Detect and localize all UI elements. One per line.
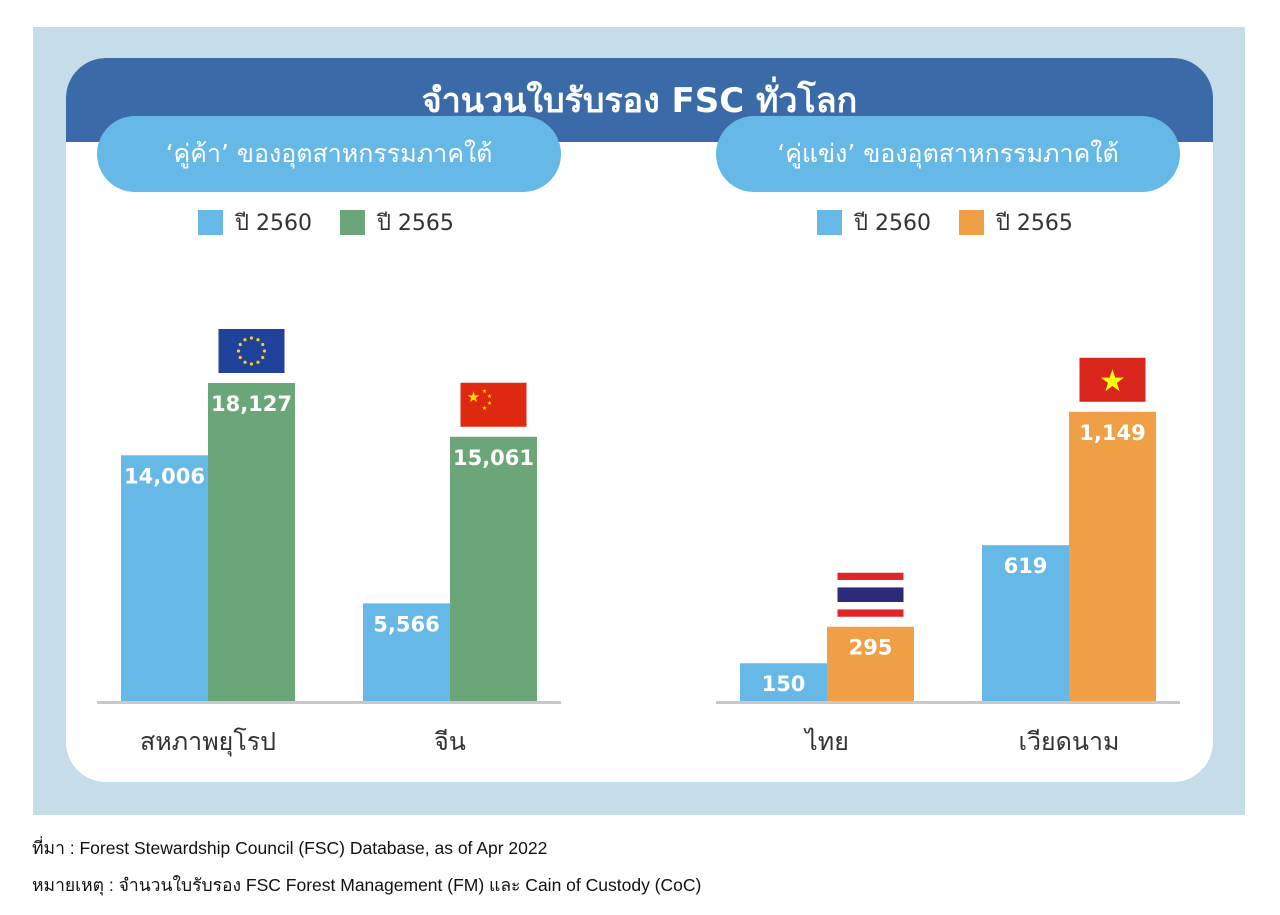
bar	[208, 382, 295, 701]
legend-label: ปี 2560	[854, 210, 931, 236]
thailand-flag-icon	[837, 572, 904, 617]
bar	[1069, 411, 1156, 701]
flag-field	[460, 382, 527, 427]
eu-flag-icon	[218, 328, 285, 373]
flag-star: ★	[487, 393, 492, 400]
flag-star: ★	[482, 405, 487, 412]
data-label: 18,127	[211, 392, 292, 416]
flag-stripe	[837, 609, 904, 617]
bar	[827, 626, 914, 701]
flag-star	[256, 338, 260, 342]
flag-star	[262, 349, 267, 353]
flag-star	[236, 349, 241, 353]
flag-star	[249, 336, 254, 340]
flag-star	[256, 360, 260, 364]
legend-item-2565: ปี 2565	[958, 205, 1073, 240]
competitors-panel-title: ‘คู่แข่ง’ ของอุตสาหกรรมภาคใต้	[716, 116, 1180, 192]
flag-star	[261, 355, 265, 360]
source-note: ที่มา : Forest Stewardship Council (FSC)…	[32, 838, 548, 858]
flag-stripe	[837, 602, 904, 610]
flag-star	[243, 360, 247, 364]
footnote: หมายเหตุ : จำนวนใบรับรอง FSC Forest Mana…	[32, 875, 702, 895]
category-label: สหภาพยุโรป	[140, 727, 276, 757]
legend-swatch	[958, 209, 984, 235]
category-label: ไทย	[803, 727, 849, 756]
flag-stripe	[837, 587, 904, 603]
category-label: เวียดนาม	[1018, 727, 1119, 756]
partners-panel-title-text: ‘คู่ค้า’ ของอุตสาหกรรมภาคใต้	[165, 139, 493, 168]
bar	[363, 603, 450, 701]
legend-item-2560: ปี 2560	[198, 205, 312, 240]
data-label: 15,061	[453, 446, 534, 470]
data-label: 619	[1004, 554, 1048, 578]
data-label: 5,566	[373, 612, 439, 636]
flag-stripe	[837, 580, 904, 588]
flag-star: ★	[1099, 364, 1126, 399]
flag-star: ★	[467, 388, 480, 406]
legend-swatch	[339, 209, 365, 235]
flag-star	[261, 342, 265, 347]
partners-legend: ปี 2560 ปี 2565	[198, 208, 482, 236]
title-text: จำนวนใบรับรอง FSC ทั่วโลก	[421, 81, 858, 121]
bar	[121, 455, 208, 701]
flag-star: ★	[482, 388, 487, 395]
bar	[450, 436, 537, 701]
legend-label: ปี 2565	[995, 210, 1073, 236]
flag-stripe	[837, 572, 904, 581]
data-label: 14,006	[124, 464, 205, 488]
competitors-panel-title-text: ‘คู่แข่ง’ ของอุตสาหกรรมภาคใต้	[777, 139, 1119, 168]
flag-field	[1079, 357, 1146, 402]
china-flag-icon: ★ ★★★★	[460, 382, 527, 427]
legend-item-2560: ปี 2560	[817, 205, 931, 240]
partners-panel-title: ‘คู่ค้า’ ของอุตสาหกรรมภาคใต้	[97, 116, 561, 192]
flag-star: ★	[487, 400, 492, 407]
bar	[982, 545, 1069, 701]
flag-star	[249, 362, 254, 366]
legend-label: ปี 2565	[376, 210, 454, 236]
legend-item-2565: ปี 2565	[339, 205, 454, 240]
legend-swatch	[198, 209, 223, 235]
bar	[740, 663, 827, 701]
competitors-legend: ปี 2560 ปี 2565	[817, 208, 1101, 236]
category-label: จีน	[434, 727, 466, 756]
legend-label: ปี 2560	[235, 210, 312, 236]
legend-swatch	[817, 209, 842, 235]
data-label: 295	[849, 636, 893, 660]
vietnam-flag-icon: ★	[1079, 357, 1146, 402]
data-label: 1,149	[1079, 421, 1145, 445]
flag-star	[238, 355, 242, 360]
flag-field	[218, 328, 285, 373]
flag-star	[238, 342, 242, 347]
data-label: 150	[762, 672, 806, 696]
flag-star	[243, 338, 247, 342]
